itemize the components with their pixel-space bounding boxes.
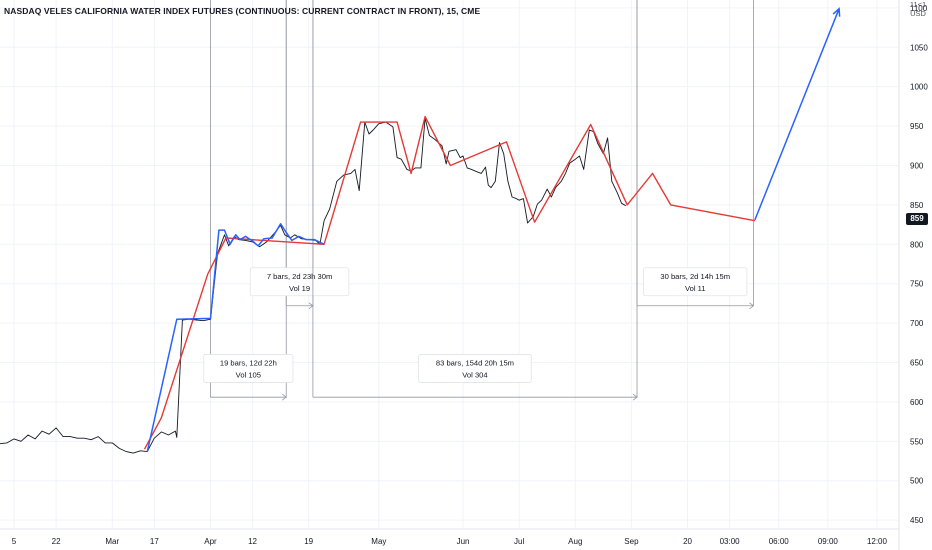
range-measurements[interactable]: 19 bars, 12d 22h Vol 105 7 bars, 2d 23h 30… (203, 0, 755, 401)
x-tick-label: 03:00 (720, 537, 741, 546)
date-range-measure: 30 bars, 2d 14h 15m Vol 11 (636, 0, 755, 310)
y-tick-label: 550 (910, 437, 924, 446)
y-tick-label: 1100 (910, 4, 928, 13)
x-tick-label: Aug (568, 537, 582, 546)
x-tick-label: 06:00 (769, 537, 790, 546)
y-tick-label: 1000 (910, 83, 928, 92)
range-label-box (203, 354, 294, 383)
x-tick-label: Apr (204, 537, 217, 546)
series-projection-post (754, 8, 840, 221)
x-tick-label: 22 (52, 537, 61, 546)
series-zigzag (143, 115, 756, 450)
y-tick-label: 800 (910, 240, 924, 249)
range-label: 19 bars, 12d 22h (220, 358, 277, 367)
range-volume: Vol 105 (236, 370, 261, 379)
y-tick-label: 700 (910, 319, 924, 328)
date-range-measure: 19 bars, 12d 22h Vol 105 (203, 0, 294, 401)
x-tick-label: Mar (105, 537, 119, 546)
range-arrowhead (632, 393, 638, 401)
date-range-measure: 7 bars, 2d 23h 30m Vol 19 (249, 0, 350, 310)
unit-label: USD (910, 9, 926, 18)
y-tick-label: 500 (910, 477, 924, 486)
price-axis[interactable]: 450 500 550 600 650 700 750 800 850 900 950 1000 105… (898, 0, 928, 550)
series-projection-pre (146, 223, 325, 452)
x-tick-label: Sep (624, 537, 639, 546)
y-tick-label: 600 (910, 398, 924, 407)
x-tick-label: 12:00 (867, 537, 888, 546)
range-arrowhead (749, 302, 755, 310)
range-label: 30 bars, 2d 14h 15m (660, 272, 730, 281)
x-tick-label: Jul (514, 537, 524, 546)
range-label-box (418, 354, 532, 383)
projection-arrowhead (832, 7, 841, 17)
y-tick-label: 450 (910, 516, 924, 525)
x-tick-label: 09:00 (818, 537, 839, 546)
y-tick-label: 900 (910, 161, 924, 170)
x-tick-label: 17 (150, 537, 159, 546)
x-tick-label: 12 (248, 537, 257, 546)
range-volume: Vol 19 (289, 284, 310, 293)
range-label: 7 bars, 2d 23h 30m (267, 272, 332, 281)
range-label-box (249, 267, 350, 297)
unit-top-label: 11<1 (909, 0, 927, 9)
date-range-measure: 83 bars, 154d 20h 15m Vol 304 (312, 0, 638, 401)
range-label: 83 bars, 154d 20h 15m (436, 358, 514, 367)
range-label-box (643, 267, 748, 297)
range-arrowhead (281, 393, 287, 401)
y-tick-label: 750 (910, 280, 924, 289)
series-lines (0, 7, 841, 454)
x-tick-label: Jun (457, 537, 470, 546)
currency-unit[interactable]: 11<1 USD (904, 0, 932, 18)
x-tick-label: May (371, 537, 386, 546)
x-tick-label: 20 (683, 537, 692, 546)
y-tick-label: 650 (910, 359, 924, 368)
range-volume: Vol 304 (462, 370, 487, 379)
chart-title: NASDAQ VELES CALIFORNIA WATER INDEX FUTU… (4, 6, 481, 16)
x-tick-label: 5 (12, 537, 17, 546)
range-volume: Vol 11 (685, 284, 706, 293)
y-tick-label: 1050 (910, 43, 928, 52)
last-price-badge: 859 (906, 213, 928, 225)
y-tick-label: 850 (910, 201, 924, 210)
grid-lines (0, 0, 898, 528)
x-tick-label: 19 (304, 537, 313, 546)
y-tick-label: 950 (910, 122, 924, 131)
time-axis[interactable]: 5 22 Mar 17 Apr 12 19 May Jun Jul Aug Sep 20 03:00 06:… (0, 528, 899, 546)
